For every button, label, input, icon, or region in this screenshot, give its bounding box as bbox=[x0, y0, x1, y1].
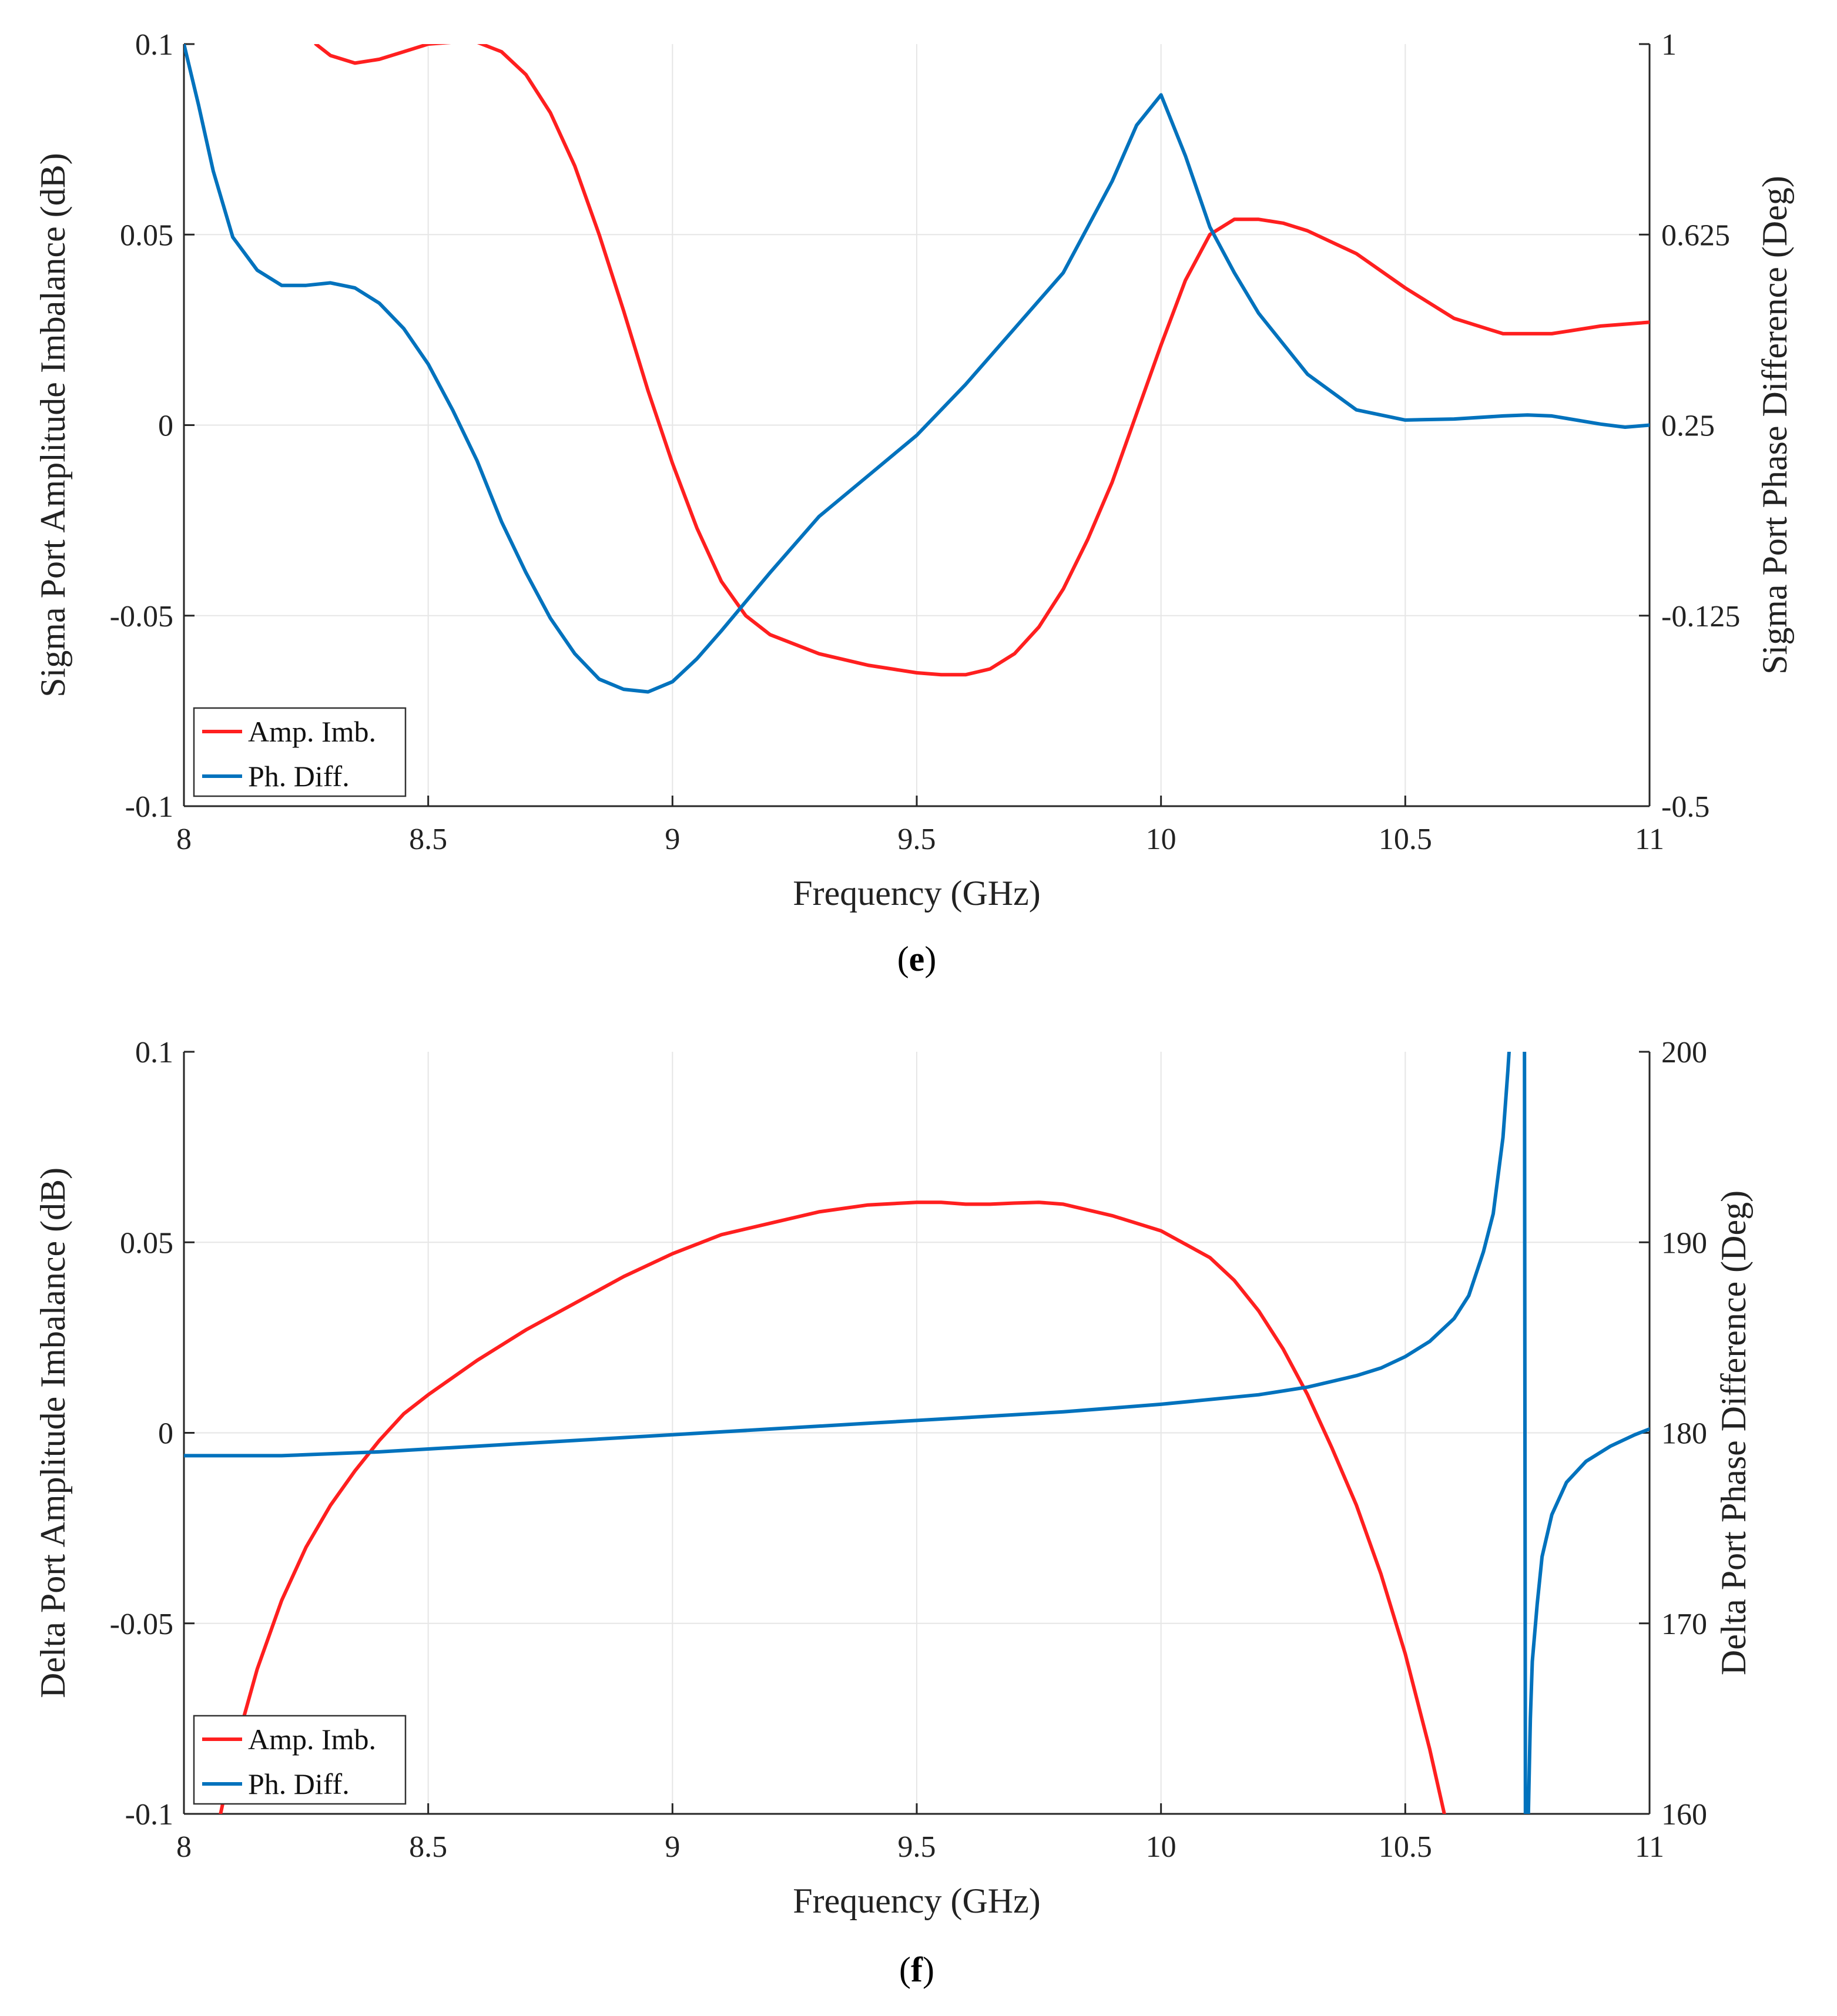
chart-f-x-tick-label: 8 bbox=[176, 1830, 192, 1864]
chart-e-y-right-tick-label: 0.625 bbox=[1661, 219, 1730, 252]
chart-e-y-left-tick-label: 0.1 bbox=[135, 28, 173, 62]
chart-e-x-tick-label: 9 bbox=[665, 823, 680, 856]
chart-f-x-tick-label: 11 bbox=[1635, 1830, 1664, 1864]
chart-f-y-right-tick-label: 190 bbox=[1661, 1226, 1707, 1260]
chart-e: 8 8.5 9 9.5 10 10.5 11 -0.1 -0.05 0 0.05 0.1 -0.5 -0.… bbox=[33, 28, 1794, 978]
chart-e-x-tick-label: 8 bbox=[176, 823, 192, 856]
chart-f-x-tick-label: 8.5 bbox=[409, 1830, 447, 1864]
chart-e-x-tick-label: 10.5 bbox=[1379, 823, 1432, 856]
chart-e-legend-box bbox=[193, 707, 407, 797]
chart-e-plot-area bbox=[184, 44, 1650, 694]
chart-f-legend: Amp. Imb. Ph. Diff. bbox=[193, 1715, 407, 1805]
chart-e-y-left-tick-label: 0.05 bbox=[120, 219, 173, 252]
chart-e-y-right-tick-label: 1 bbox=[1661, 28, 1677, 62]
chart-e-legend-label-ph-diff: Ph. Diff. bbox=[248, 760, 350, 793]
chart-e-y-right-tick-label: 0.25 bbox=[1661, 410, 1715, 443]
chart-e-x-tick-label: 9.5 bbox=[898, 823, 936, 856]
chart-f-y-left-tick-label: -0.05 bbox=[110, 1608, 173, 1641]
chart-f-series-ph-diff-line bbox=[184, 1052, 1650, 1814]
chart-f-y-right-tick-label: 200 bbox=[1661, 1036, 1707, 1069]
chart-f-y-left-tick-label: 0.1 bbox=[135, 1036, 173, 1069]
chart-f: 8 8.5 9 9.5 10 10.5 11 -0.1 -0.05 0 0.05 0.1 160 170 1… bbox=[33, 1036, 1753, 1989]
chart-e-series-amp-imb-line bbox=[314, 44, 1650, 677]
chart-e-y-left-tick-label: -0.1 bbox=[125, 790, 173, 824]
chart-f-y-axis-title-left: Delta Port Amplitude Imbalance (dB) bbox=[33, 1168, 72, 1698]
chart-f-y-right-tick-label: 160 bbox=[1661, 1798, 1707, 1831]
chart-f-y-right-tick-label: 180 bbox=[1661, 1417, 1707, 1451]
chart-f-y-right-tick-label: 170 bbox=[1661, 1608, 1707, 1641]
chart-e-series-ph-diff-line bbox=[184, 44, 1650, 694]
chart-f-x-axis-title: Frequency (GHz) bbox=[793, 1881, 1041, 1920]
chart-f-series-amp-imb-line bbox=[219, 1200, 1446, 1814]
chart-f-plot-area bbox=[184, 1052, 1650, 1814]
chart-e-x-tick-label: 8.5 bbox=[409, 823, 447, 856]
chart-e-panel-label: (e) bbox=[897, 940, 937, 978]
chart-f-panel-label: (f) bbox=[899, 1950, 934, 1989]
chart-e-y-right-tick-label: -0.125 bbox=[1661, 600, 1740, 633]
chart-e-y-right-tick-label: -0.5 bbox=[1661, 790, 1709, 824]
chart-f-x-tick-label: 9.5 bbox=[898, 1830, 936, 1864]
chart-f-legend-box bbox=[193, 1715, 407, 1805]
chart-f-x-tick-label: 9 bbox=[665, 1830, 680, 1864]
chart-f-y-left-tick-label: 0 bbox=[158, 1417, 173, 1451]
chart-f-y-left-tick-label: 0.05 bbox=[120, 1226, 173, 1260]
chart-e-x-tick-label: 11 bbox=[1635, 823, 1664, 856]
chart-e-x-tick-label: 10 bbox=[1146, 823, 1176, 856]
chart-e-y-left-tick-label: -0.05 bbox=[110, 600, 173, 633]
chart-f-legend-label-ph-diff: Ph. Diff. bbox=[248, 1767, 350, 1800]
chart-e-y-axis-title-right: Sigma Port Phase Difference (Deg) bbox=[1755, 176, 1794, 675]
chart-e-y-left-tick-label: 0 bbox=[158, 410, 173, 443]
chart-f-legend-label-amp-imb: Amp. Imb. bbox=[248, 1723, 376, 1756]
chart-f-x-tick-label: 10.5 bbox=[1379, 1830, 1432, 1864]
chart-f-y-axis-title-right: Delta Port Phase Difference (Deg) bbox=[1714, 1190, 1753, 1675]
chart-e-legend-label-amp-imb: Amp. Imb. bbox=[248, 715, 376, 748]
chart-f-y-left-tick-label: -0.1 bbox=[125, 1798, 173, 1831]
chart-e-y-axis-title-left: Sigma Port Amplitude Imbalance (dB) bbox=[33, 153, 72, 697]
chart-f-x-tick-label: 10 bbox=[1146, 1830, 1176, 1864]
chart-e-legend: Amp. Imb. Ph. Diff. bbox=[193, 707, 407, 797]
chart-e-x-axis-title: Frequency (GHz) bbox=[793, 874, 1041, 913]
